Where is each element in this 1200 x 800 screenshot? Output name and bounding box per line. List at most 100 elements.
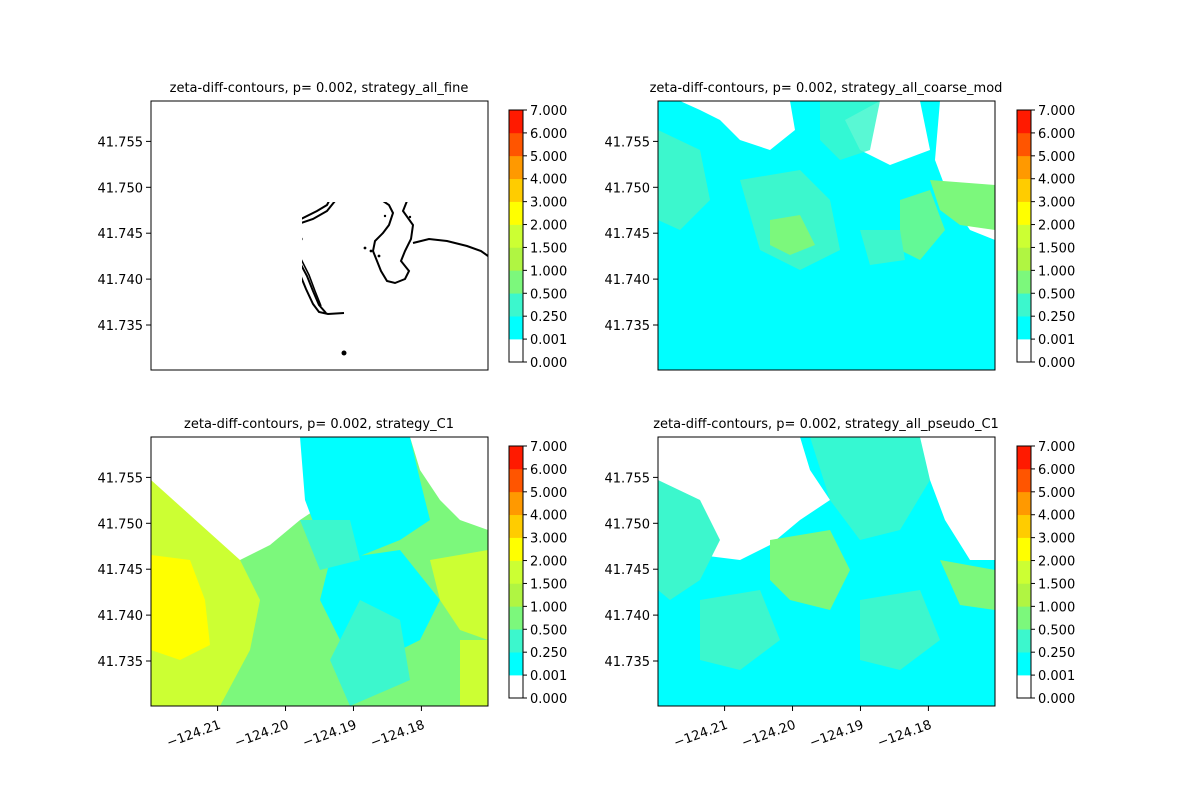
colorbar-tick-label: 3.000 [1038,196,1075,211]
panel-strategy-all-fine: zeta-diff-contours, p= 0.002, strategy_a… [98,81,568,371]
colorbar-tick-label: 5.000 [530,150,567,165]
x-tick-label: −124.18 [369,718,427,751]
colorbar-tick-label: 0.500 [530,287,567,302]
colorbar-segment [509,178,523,202]
colorbar-tick-label: 0.500 [530,623,567,638]
y-tick-label: 41.740 [98,609,144,624]
colorbar-tick-label: 0.250 [530,646,567,661]
colorbar-tick-label: 4.000 [530,509,567,524]
y-tick-label: 41.735 [98,319,144,334]
y-tick-label: 41.750 [605,181,651,196]
x-tick-label: −124.20 [233,718,291,751]
colorbar-segment [509,316,523,340]
colorbar-tick-label: 0.000 [1038,356,1075,371]
panel-strategy-all-coarse-mod: zeta-diff-contours, p= 0.002, strategy_a… [605,81,1076,371]
colorbar-segment [509,132,523,157]
colorbar-segment [509,514,523,538]
colorbar-tick-label: 1.000 [530,600,567,615]
colorbar-tick-label: 0.000 [530,356,567,371]
colorbar-tick-label: 7.000 [530,104,567,119]
colorbar-tick-label: 0.000 [530,692,567,707]
colorbar-tick-label: 7.000 [1038,104,1075,119]
y-axis: 41.735 41.740 41.745 41.750 41.755 [98,135,151,334]
colorbar-tick-label: 2.000 [530,555,567,570]
colorbar-tick-label: 0.001 [1038,669,1075,684]
colorbar-segment [1017,270,1031,294]
y-tick-label: 41.750 [98,181,144,196]
colorbar-tick-label: 0.500 [1038,287,1075,302]
y-tick-label: 41.745 [98,563,144,578]
colorbar-segment [509,629,523,653]
x-tick-label: −124.19 [808,718,866,751]
colorbar: 7.000 6.000 5.000 4.000 3.000 2.000 1.500 1.000… [1016,104,1075,371]
x-tick-label: −124.21 [165,718,223,751]
colorbar-segment [509,247,523,271]
colorbar-segment [509,293,523,317]
colorbar-tick-label: 7.000 [1038,440,1075,455]
colorbar-segment [1017,446,1031,470]
y-tick-label: 41.750 [605,517,651,532]
colorbar-tick-label: 0.001 [530,669,567,684]
colorbar-segment [1017,629,1031,653]
colorbar-segment [1017,132,1031,157]
colorbar-tick-label: 6.000 [530,463,567,478]
colorbar-segment [1017,537,1031,561]
colorbar-segment [1017,606,1031,630]
colorbar-segment [1017,491,1031,516]
x-tick-label: −124.18 [876,718,934,751]
colorbar-tick-label: 1.500 [530,241,567,256]
contour-fill [658,101,995,270]
colorbar-segment [509,583,523,607]
y-tick-label: 41.735 [605,655,651,670]
colorbar-segment [509,491,523,516]
colorbar-tick-label: 7.000 [530,440,567,455]
x-tick-label: −124.20 [740,718,798,751]
colorbar-tick-label: 3.000 [1038,532,1075,547]
contour-fill [658,437,995,670]
colorbar-segment [1017,339,1031,363]
y-tick-label: 41.750 [98,517,144,532]
colorbar-segment [509,339,523,363]
colorbar-tick-label: 1.000 [1038,264,1075,279]
colorbar-segment [509,201,523,225]
colorbar-tick-label: 3.000 [530,532,567,547]
y-tick-label: 41.735 [605,319,651,334]
plot-area [151,101,488,370]
y-tick-label: 41.745 [605,227,651,242]
panel-title: zeta-diff-contours, p= 0.002, strategy_a… [170,81,469,96]
y-tick-label: 41.755 [605,471,651,486]
y-tick-label: 41.755 [98,135,144,150]
colorbar-tick-label: 1.500 [1038,241,1075,256]
colorbar: 7.000 6.000 5.000 4.000 3.000 2.000 1.500 1.000… [508,104,567,371]
colorbar-segment [509,560,523,584]
x-tick-label: −124.21 [672,718,730,751]
colorbar-segment [509,606,523,630]
colorbar-segment [509,468,523,493]
colorbar-segment [1017,560,1031,584]
colorbar-segment [1017,316,1031,340]
x-axis: −124.21 −124.20 −124.19 −124.18 [165,706,427,751]
colorbar-tick-label: 2.000 [1038,219,1075,234]
colorbar-segment [1017,155,1031,180]
colorbar-tick-label: 2.000 [530,219,567,234]
colorbar-segment [509,155,523,180]
colorbar-segment [1017,293,1031,317]
contour-fill [151,437,488,706]
y-tick-label: 41.740 [98,273,144,288]
colorbar: 7.000 6.000 5.000 4.000 3.000 2.000 1.500 1.000… [508,440,567,707]
y-axis: 41.735 41.740 41.745 41.750 41.755 [98,471,151,670]
colorbar-tick-label: 1.500 [1038,577,1075,592]
colorbar-tick-label: 1.000 [1038,600,1075,615]
colorbar-segment [509,446,523,470]
colorbar-segment [1017,652,1031,676]
colorbar-tick-label: 5.000 [1038,150,1075,165]
colorbar-tick-label: 0.250 [1038,310,1075,325]
colorbar-segment [1017,675,1031,699]
y-tick-label: 41.740 [605,609,651,624]
colorbar-segment [1017,224,1031,248]
colorbar-tick-label: 0.500 [1038,623,1075,638]
y-tick-label: 41.755 [98,471,144,486]
colorbar: 7.000 6.000 5.000 4.000 3.000 2.000 1.500 1.000… [1016,440,1075,707]
colorbar-tick-label: 1.500 [530,577,567,592]
colorbar-tick-label: 5.000 [1038,486,1075,501]
